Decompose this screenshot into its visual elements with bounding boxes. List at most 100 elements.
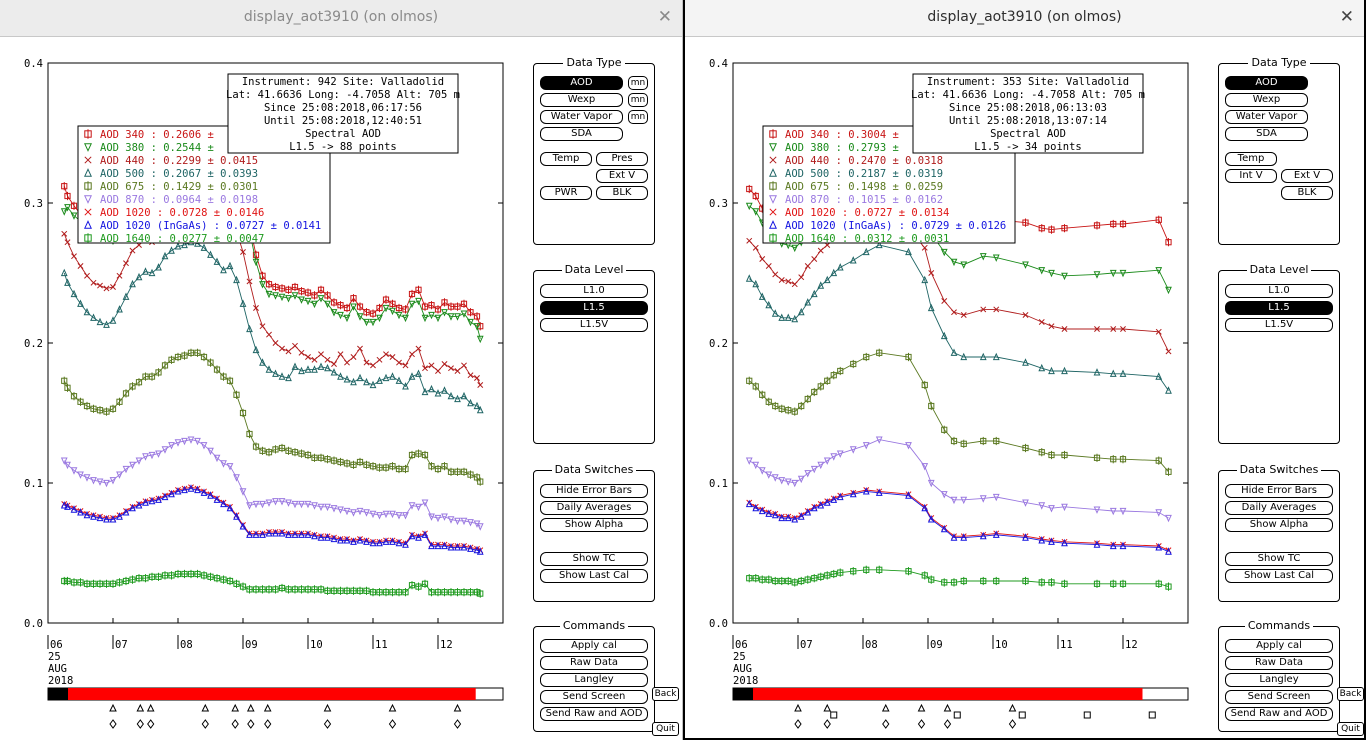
marker-triangle	[862, 487, 870, 495]
measurement-triangle	[388, 703, 397, 712]
data-type-wexp-button[interactable]: Wexp	[1225, 93, 1308, 107]
hide-error-bars-button[interactable]: Hide Error Bars	[540, 484, 648, 498]
level-l10-button[interactable]: L1.0	[1225, 284, 1333, 298]
marker-triangle	[791, 314, 799, 323]
data-type-aod-button[interactable]: AOD	[540, 76, 623, 90]
data-type-aod-button[interactable]: AOD	[1225, 76, 1308, 90]
marker-cross	[240, 249, 246, 255]
marker-triangle-down	[428, 513, 435, 521]
raw-data-button[interactable]: Raw Data	[1225, 656, 1333, 670]
ext-v-button[interactable]: Ext V	[596, 169, 648, 183]
data-type-sda-button[interactable]: SDA	[540, 127, 623, 141]
show-last-cal-button[interactable]: Show Last Cal	[1225, 569, 1333, 583]
marker-cross	[746, 237, 753, 244]
title-bar[interactable]: display_aot3910 (on olmos) ✕	[685, 0, 1364, 37]
marker-triangle	[298, 530, 305, 538]
send-screen-button[interactable]: Send Screen	[540, 690, 648, 704]
marker-triangle-down	[960, 496, 968, 505]
marker-triangle	[226, 261, 234, 270]
quit-button[interactable]: Quit	[652, 722, 679, 736]
daily-averages-button[interactable]: Daily Averages	[1225, 501, 1333, 515]
blk-button[interactable]: BLK	[596, 186, 648, 200]
daily-averages-button[interactable]: Daily Averages	[540, 501, 648, 515]
level-l15-button[interactable]: L1.5	[540, 301, 648, 315]
marker-triangle-down	[142, 453, 149, 461]
ext-v-button[interactable]: Ext V	[1281, 169, 1333, 183]
marker-cross	[84, 156, 92, 164]
marker-triangle-down	[181, 437, 188, 446]
marker-cross	[941, 298, 948, 304]
langley-button[interactable]: Langley	[1225, 673, 1333, 687]
data-type-water-vapor-button[interactable]: Water Vapor	[1225, 110, 1308, 124]
int-v-button[interactable]: Int V	[1225, 169, 1277, 183]
measurement-square	[1018, 711, 1026, 719]
marker-cross	[928, 270, 935, 276]
show-alpha-button[interactable]: Show Alpha	[540, 518, 648, 532]
mn-button[interactable]: mn	[628, 76, 648, 90]
send-raw-and-aod-button[interactable]: Send Raw and AOD	[1225, 707, 1333, 721]
marker-cross	[272, 340, 279, 346]
raw-data-button[interactable]: Raw Data	[540, 656, 648, 670]
marker-triangle-down	[960, 261, 968, 269]
temp-button[interactable]: Temp	[540, 152, 592, 166]
apply-cal-button[interactable]: Apply cal	[540, 639, 648, 653]
title-bar[interactable]: display_aot3910 (on olmos) ✕	[0, 0, 682, 37]
measurement-diamond	[823, 719, 831, 729]
marker-cross	[759, 256, 766, 262]
data-type-wexp-button[interactable]: Wexp	[540, 93, 623, 107]
pres-button[interactable]: Pres	[596, 152, 648, 166]
close-icon[interactable]: ✕	[1339, 7, 1354, 27]
marker-triangle	[797, 512, 805, 520]
window-left[interactable]: display_aot3910 (on olmos) ✕ 0.0 0.1 0.2 0.…	[0, 0, 683, 740]
marker-triangle-down	[369, 510, 377, 519]
send-raw-and-aod-button[interactable]: Send Raw and AOD	[540, 707, 648, 721]
level-l15v-button[interactable]: L1.5V	[540, 318, 648, 332]
blk-button[interactable]: BLK	[1281, 186, 1333, 200]
legend-entry: AOD 1020 (InGaAs) : 0.0727 ± 0.0141	[100, 220, 321, 232]
mn-button[interactable]: mn	[628, 110, 648, 124]
series-line	[63, 352, 481, 482]
marker-triangle	[849, 256, 857, 264]
marker-triangle-down	[382, 510, 390, 519]
back-button[interactable]: Back	[652, 687, 679, 701]
marker-triangle-down	[467, 318, 474, 327]
measurement-triangle	[246, 703, 255, 712]
data-type-sda-button[interactable]: SDA	[1225, 127, 1308, 141]
hide-error-bars-button[interactable]: Hide Error Bars	[1225, 484, 1333, 498]
show-alpha-button[interactable]: Show Alpha	[1225, 518, 1333, 532]
measurement-triangle	[323, 703, 332, 712]
show-tc-button[interactable]: Show TC	[540, 552, 648, 566]
x-tick-label: 10	[995, 639, 1008, 651]
marker-triangle	[752, 279, 760, 288]
level-l15-button[interactable]: L1.5	[1225, 301, 1333, 315]
marker-triangle	[804, 508, 812, 516]
info-line: Until 25:08:2018,13:07:14	[949, 115, 1107, 127]
back-button[interactable]: Back	[1337, 687, 1364, 701]
langley-button[interactable]: Langley	[540, 673, 648, 687]
panel-title: Data Type	[1219, 56, 1339, 69]
y-tick-label: 0.3	[709, 198, 728, 210]
marker-triangle	[350, 537, 357, 545]
level-l15v-button[interactable]: L1.5V	[1225, 318, 1333, 332]
marker-triangle-down	[64, 204, 71, 212]
show-last-cal-button[interactable]: Show Last Cal	[540, 569, 648, 583]
marker-triangle-down	[950, 496, 958, 505]
show-tc-button[interactable]: Show TC	[1225, 552, 1333, 566]
x-tick-label: 07	[115, 639, 128, 651]
measurement-square	[830, 711, 838, 719]
quit-button[interactable]: Quit	[1337, 722, 1364, 736]
level-l10-button[interactable]: L1.0	[540, 284, 648, 298]
marker-triangle-down	[402, 512, 409, 520]
mn-button[interactable]: mn	[628, 93, 648, 107]
temp-button[interactable]: Temp	[1225, 152, 1277, 166]
send-screen-button[interactable]: Send Screen	[1225, 690, 1333, 704]
marker-triangle	[129, 279, 136, 288]
data-type-water-vapor-button[interactable]: Water Vapor	[540, 110, 623, 124]
pwr-button[interactable]: PWR	[540, 186, 592, 200]
window-right[interactable]: display_aot3910 (on olmos) ✕ 0.0 0.1 0.2 0.…	[683, 0, 1366, 740]
close-icon[interactable]: ✕	[657, 7, 672, 27]
marker-triangle-down	[330, 309, 338, 317]
apply-cal-button[interactable]: Apply cal	[1225, 639, 1333, 653]
marker-triangle-down	[434, 514, 442, 523]
marker-triangle-down	[408, 502, 416, 510]
